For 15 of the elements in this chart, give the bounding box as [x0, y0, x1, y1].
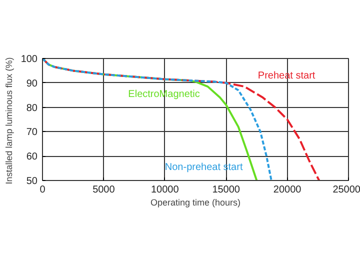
y-tick-label: 70 — [26, 127, 38, 138]
x-tick-label: 25000 — [332, 184, 360, 196]
y-tick-label: 100 — [20, 54, 38, 65]
y-tick-label: 60 — [26, 152, 38, 163]
x-tick-label: 10000 — [150, 184, 180, 196]
y-axis-title: Installed lamp luminous flux (%) — [4, 57, 14, 184]
y-tick-label: 80 — [26, 102, 38, 114]
x-tick-label: 20000 — [273, 184, 302, 196]
y-tick-label: 50 — [26, 176, 38, 187]
x-tick-label: 0 — [40, 184, 46, 196]
x-tick-label: 15000 — [212, 184, 240, 196]
x-axis-title: Operating time (hours) — [150, 198, 241, 208]
line-series — [42, 58, 320, 180]
x-tick-label: 5000 — [92, 184, 116, 196]
y-tick-label: 90 — [26, 78, 38, 90]
